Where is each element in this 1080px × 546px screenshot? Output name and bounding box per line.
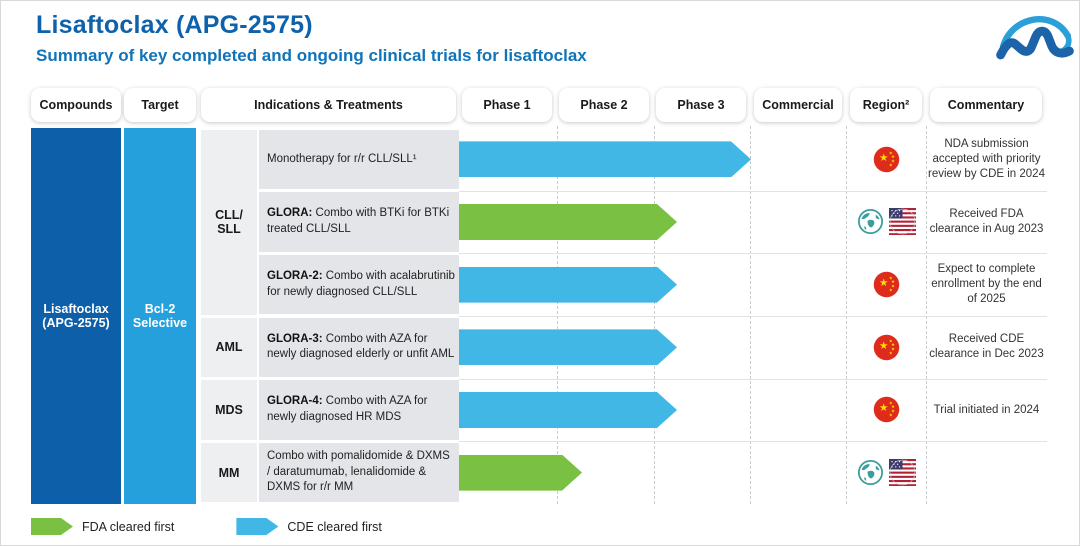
column-header-phase-3: Phase 3	[656, 88, 746, 122]
trial-phase-arrow	[459, 329, 677, 365]
svg-text:★: ★	[879, 340, 888, 352]
region-cell	[848, 191, 924, 254]
svg-text:★: ★	[891, 279, 895, 285]
column-header-compounds: Compounds	[31, 88, 121, 122]
page-title: Lisaftoclax (APG-2575)	[36, 11, 313, 39]
phase-gridline	[846, 126, 847, 504]
phase-gridline	[750, 126, 751, 504]
svg-text:★: ★	[879, 277, 888, 289]
phase-gridline	[654, 126, 655, 504]
usa-flag-icon	[889, 459, 916, 486]
legend: FDA cleared first CDE cleared first	[31, 518, 382, 535]
svg-text:★: ★	[891, 158, 895, 164]
indication-text: Combo with pomalidomide & DXMS / daratum…	[267, 450, 450, 494]
globe-icon	[857, 208, 884, 235]
globe-icon	[857, 459, 884, 486]
indication-group-cell: MM	[201, 442, 257, 503]
indication-text: GLORA: Combo with BTKi for BTKi treated …	[267, 207, 450, 235]
svg-text:★: ★	[888, 150, 892, 156]
indication-cell: Combo with pomalidomide & DXMS / daratum…	[259, 442, 459, 503]
indication-group-cell: CLL/ SLL	[201, 129, 257, 315]
indication-cell: GLORA-2: Combo with acalabrutinib for ne…	[259, 254, 459, 315]
svg-text:★: ★	[891, 404, 895, 410]
svg-text:★: ★	[891, 346, 895, 352]
china-flag-icon: ★ ★ ★ ★ ★	[873, 146, 900, 173]
column-header-phase-1: Phase 1	[462, 88, 552, 122]
indication-text: Monotherapy for r/r CLL/SLL¹	[267, 152, 417, 165]
svg-text:★: ★	[888, 413, 892, 419]
row-separator	[459, 441, 1047, 443]
indication-text: GLORA-4: Combo with AZA for newly diagno…	[267, 395, 428, 423]
company-logo-icon	[995, 7, 1075, 71]
compound-cell: Lisaftoclax (APG-2575)	[31, 128, 121, 504]
svg-text:★: ★	[891, 342, 895, 348]
trial-phase-arrow	[459, 204, 677, 240]
legend-item: FDA cleared first	[31, 518, 174, 535]
row-separator	[459, 378, 1047, 380]
legend-item: CDE cleared first	[236, 518, 382, 535]
phase-gridline	[926, 126, 927, 504]
commentary-cell: Received CDE clearance in Dec 2023	[929, 333, 1044, 361]
legend-arrow-swatch	[31, 518, 73, 535]
trial-phase-arrow	[459, 141, 751, 177]
indication-cell: GLORA-4: Combo with AZA for newly diagno…	[259, 380, 459, 440]
svg-text:★: ★	[888, 401, 892, 407]
trial-phase-arrow	[459, 455, 582, 491]
indication-text: GLORA-2: Combo with acalabrutinib for ne…	[267, 270, 455, 298]
page-subtitle: Summary of key completed and ongoing cli…	[36, 46, 587, 65]
china-flag-icon: ★ ★ ★ ★ ★	[873, 396, 900, 423]
region-cell	[848, 441, 924, 504]
indication-cell: Monotherapy for r/r CLL/SLL¹	[259, 129, 459, 190]
svg-text:★: ★	[888, 275, 892, 281]
region-cell: ★ ★ ★ ★ ★	[848, 379, 924, 442]
column-header-indications-treatments: Indications & Treatments	[201, 88, 456, 122]
column-header-commentary: Commentary	[930, 88, 1042, 122]
indication-cell: GLORA: Combo with BTKi for BTKi treated …	[259, 192, 459, 252]
svg-text:★: ★	[888, 350, 892, 356]
row-separator	[459, 190, 1047, 192]
indication-cell: GLORA-3: Combo with AZA for newly diagno…	[259, 317, 459, 378]
trial-phase-arrow	[459, 392, 677, 428]
target-cell: Bcl-2 Selective	[124, 128, 196, 504]
column-header-region-: Region²	[850, 88, 922, 122]
region-cell: ★ ★ ★ ★ ★	[848, 253, 924, 316]
legend-label: CDE cleared first	[287, 519, 382, 534]
svg-text:★: ★	[888, 338, 892, 344]
commentary-cell: Received FDA clearance in Aug 2023	[929, 208, 1044, 235]
svg-text:★: ★	[888, 287, 892, 293]
region-cell: ★ ★ ★ ★ ★	[848, 128, 924, 191]
indication-group-cell: MDS	[201, 380, 257, 440]
usa-flag-icon	[889, 208, 916, 235]
legend-arrow-swatch	[236, 518, 278, 535]
svg-text:★: ★	[879, 152, 888, 164]
indication-group-cell: AML	[201, 317, 257, 378]
legend-label: FDA cleared first	[82, 519, 175, 534]
svg-text:★: ★	[879, 402, 888, 414]
china-flag-icon: ★ ★ ★ ★ ★	[873, 334, 900, 361]
commentary-cell: Expect to complete enrollment by the end…	[931, 263, 1042, 306]
column-header-phase-2: Phase 2	[559, 88, 649, 122]
svg-text:★: ★	[891, 154, 895, 160]
china-flag-icon: ★ ★ ★ ★ ★	[873, 271, 900, 298]
svg-text:★: ★	[888, 162, 892, 168]
commentary-cell: Trial initiated in 2024	[933, 403, 1040, 416]
commentary-cell	[926, 441, 1047, 504]
svg-text:★: ★	[891, 284, 895, 290]
commentary-cell: NDA submission accepted with priority re…	[928, 137, 1045, 180]
column-header-target: Target	[124, 88, 196, 122]
row-separator	[459, 253, 1047, 255]
row-separator	[459, 316, 1047, 317]
column-header-commercial: Commercial	[754, 88, 842, 122]
region-cell: ★ ★ ★ ★ ★	[848, 316, 924, 379]
indication-text: GLORA-3: Combo with AZA for newly diagno…	[267, 332, 455, 361]
phase-gridline	[557, 126, 558, 504]
svg-text:★: ★	[891, 409, 895, 415]
trial-phase-arrow	[459, 267, 677, 303]
